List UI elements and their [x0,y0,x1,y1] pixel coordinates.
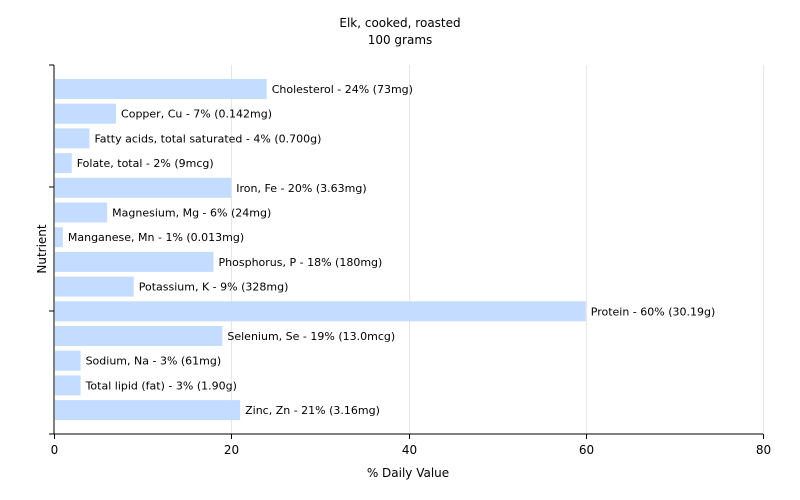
bar [55,79,267,99]
gridlines [231,65,764,434]
bar [55,276,134,297]
bar [55,128,90,149]
x-tick-label: 20 [224,443,239,457]
x-tick-label: 60 [579,443,594,457]
chart-subtitle: 100 grams [368,33,433,47]
bar-data-label: Zinc, Zn - 21% (3.16mg) [245,404,380,417]
x-tick-label: 80 [756,443,771,457]
bar [55,177,232,198]
bar-data-label: Selenium, Se - 19% (13.0mcg) [227,330,395,343]
bar [55,301,586,322]
y-axis-label: Nutrient [35,224,49,274]
bar-data-label: Fatty acids, total saturated - 4% (0.700… [94,132,321,145]
bar-data-label: Magnesium, Mg - 6% (24mg) [112,207,271,220]
x-tick-label: 0 [51,443,59,457]
bar [55,202,108,223]
bar [55,103,117,124]
bar [55,227,63,248]
bar-data-label: Potassium, K - 9% (328mg) [139,281,289,294]
x-axis-label: % Daily Value [367,466,449,480]
bar [55,153,72,174]
bar-data-label: Total lipid (fat) - 3% (1.90g) [85,379,237,392]
y-axis-ticks [49,64,54,435]
bar-data-label: Phosphorus, P - 18% (180mg) [219,256,383,269]
bar-data-label: Iron, Fe - 20% (3.63mg) [236,182,366,195]
data-labels-group: Cholesterol - 24% (73mg)Copper, Cu - 7% … [68,83,715,417]
bar [55,400,241,421]
chart-title: Elk, cooked, roasted [339,16,460,30]
bar [55,350,81,371]
bar-data-label: Sodium, Na - 3% (61mg) [86,355,222,368]
x-tick-label: 40 [402,443,417,457]
bar-data-label: Folate, total - 2% (9mcg) [77,157,214,170]
bar-data-label: Cholesterol - 24% (73mg) [272,83,413,96]
bar [55,251,214,272]
bar [55,375,81,396]
x-axis-ticks: 0 20 40 60 80 [51,434,771,457]
bar [55,326,223,346]
bars-group [55,79,586,421]
bar-data-label: Copper, Cu - 7% (0.142mg) [121,108,272,121]
bar-data-label: Protein - 60% (30.19g) [591,305,716,318]
bar-data-label: Manganese, Mn - 1% (0.013mg) [68,231,244,244]
